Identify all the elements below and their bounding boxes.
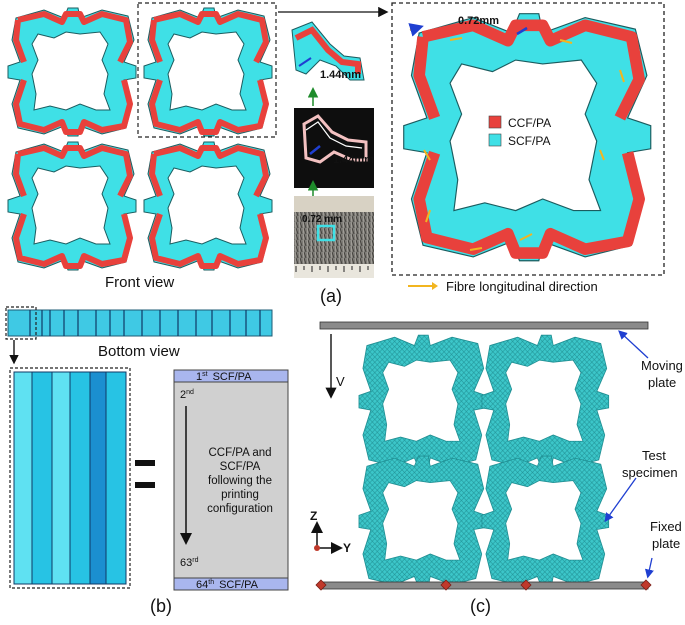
legend-label-ccf: CCF/PA [508, 116, 551, 130]
lattice-cell-bottom-left [7, 141, 137, 271]
fixed-plate [319, 581, 649, 590]
velocity-label: V [336, 374, 345, 389]
test-specimen-label-2: specimen [622, 465, 678, 480]
lattice-cell-top-left [7, 7, 137, 137]
svg-text:printing: printing [221, 489, 259, 501]
zoomed-cell-frame [391, 2, 665, 276]
dim-144-top: 1.44mm [320, 69, 361, 81]
equals-sign [135, 460, 155, 488]
inset-toolpath: 1.44mm [294, 108, 374, 188]
panel-a-label: (a) [320, 286, 342, 306]
axis-origin [314, 545, 320, 551]
test-specimen-mesh [358, 334, 610, 588]
bottom-view-label: Bottom view [98, 343, 180, 360]
dim-072-photo: 0.72 mm [302, 214, 342, 225]
layer-63-label: 63rd [180, 557, 199, 569]
axis-y-label: Y [343, 541, 351, 555]
material-legend: CCF/PA SCF/PA [488, 115, 551, 148]
axis-z-label: Z [310, 509, 317, 523]
fibre-direction-legend-head [432, 282, 438, 290]
fixed-plate-pointer [644, 557, 654, 579]
inset-photo: 0.72 mm [294, 196, 374, 278]
test-specimen-pointer [604, 477, 637, 523]
layer-stack-diagram: 1st SCF/PA 2nd CCF/PA and SCF/PA followin… [173, 369, 289, 591]
panel-c-label: (c) [470, 596, 491, 616]
fixed-plate-supports [315, 579, 652, 591]
legend-swatch-scf [488, 133, 502, 147]
front-view-label: Front view [105, 274, 174, 291]
layer-1-band [173, 369, 289, 383]
axis-triad: Z Y [310, 509, 351, 555]
layer-stack-description: CCF/PA and SCF/PA following the printing… [207, 447, 273, 515]
moving-plate-pointer [618, 330, 649, 359]
layer-64-band [173, 577, 289, 591]
zoomed-unit-cell: 0.72mm CCF/PA SCF/PA [391, 2, 665, 276]
lattice-cell-bottom-right [143, 141, 273, 271]
moving-plate-label-2: plate [648, 375, 676, 390]
inset-zoom-tip: 1.44mm [291, 21, 365, 81]
layer-1-label: 1st SCF/PA [196, 371, 252, 383]
svg-text:CCF/PA and: CCF/PA and [208, 447, 271, 459]
lattice-cell-top-right [143, 7, 273, 137]
moving-plate-label-1: Moving [641, 358, 683, 373]
layer-cross-section [9, 367, 131, 589]
fixed-plate-label-2: plate [652, 536, 680, 551]
layer-64-label: 64th SCF/PA [196, 579, 259, 591]
dim-marker-mid [309, 145, 321, 155]
legend-swatch-ccf [488, 115, 502, 129]
front-view-lattice [7, 7, 273, 271]
layer-2-label: 2nd [180, 389, 194, 401]
zoom-region-box [137, 2, 277, 138]
legend-label-scf: SCF/PA [508, 134, 550, 148]
dim-marker-top [298, 57, 312, 67]
moving-plate [319, 321, 649, 330]
panel-b-label: (b) [150, 596, 172, 616]
dim-072-inset: 0.72mm [458, 15, 499, 27]
svg-text:configuration: configuration [207, 503, 273, 515]
svg-text:following the: following the [208, 475, 272, 487]
fibre-direction-arrows [408, 23, 625, 251]
fixed-plate-label-1: Fixed [650, 519, 682, 534]
dim-marker-inset [516, 26, 528, 36]
bottom-view-highlight [5, 306, 37, 340]
dim-144-mid: 1.44mm [333, 154, 374, 166]
svg-text:SCF/PA: SCF/PA [220, 461, 261, 473]
bottom-view-strip [5, 306, 273, 340]
test-specimen-label-1: Test [642, 448, 666, 463]
fibre-direction-label: Fibre longitudinal direction [446, 279, 598, 294]
